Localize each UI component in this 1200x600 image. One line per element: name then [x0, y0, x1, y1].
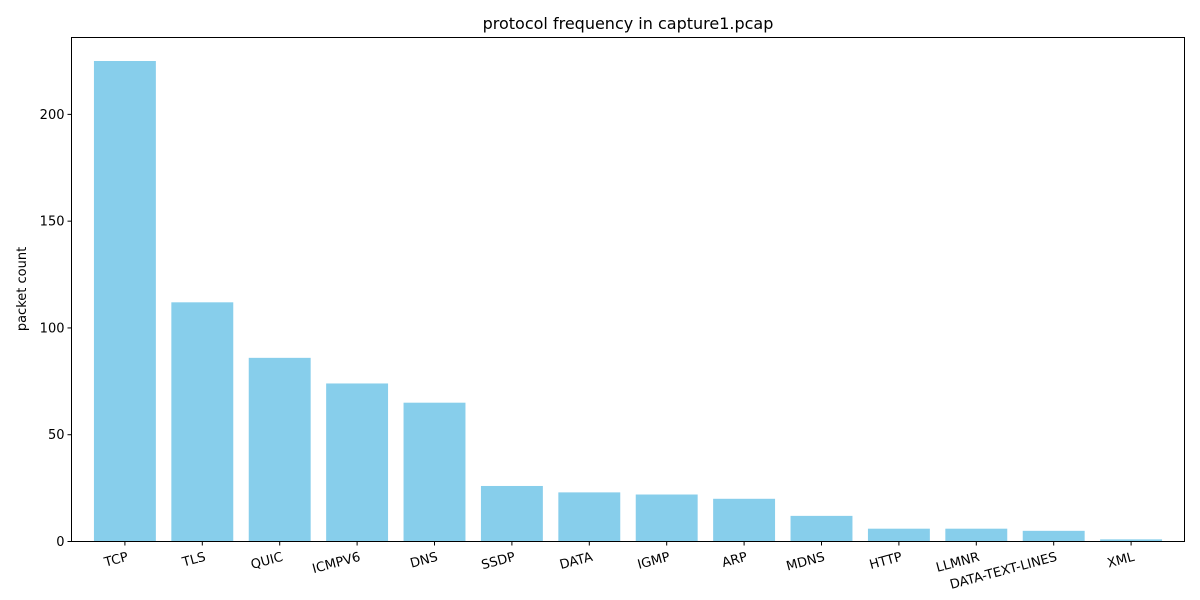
x-tick-label: DNS — [409, 550, 440, 572]
y-tick-label: 150 — [40, 215, 65, 230]
bar-tls — [171, 302, 234, 542]
bar-arp — [713, 498, 776, 542]
x-tick-label: DATA — [558, 550, 594, 573]
x-tick-label: SSDP — [480, 550, 517, 573]
y-tick-label: 50 — [48, 428, 65, 443]
bar-xml — [1100, 539, 1163, 542]
bar-data — [558, 492, 621, 542]
chart-title: protocol frequency in capture1.pcap — [483, 14, 774, 33]
bars-layer — [93, 60, 1163, 542]
x-tick-label: ICMPV6 — [311, 550, 362, 577]
y-tick-label: 100 — [40, 321, 65, 336]
x-tick-label: TLS — [180, 550, 207, 571]
y-tick-label: 0 — [56, 535, 64, 550]
x-tick-label: XML — [1106, 550, 1137, 572]
x-tick-label: HTTP — [868, 550, 904, 573]
bar-igmp — [635, 494, 698, 542]
bar-ssdp — [480, 485, 543, 542]
bar-data-text-lines — [1022, 530, 1085, 542]
bar-tcp — [93, 60, 156, 542]
x-tick-label: MDNS — [785, 550, 827, 575]
x-tick-label: IGMP — [636, 550, 672, 573]
bar-icmpv6 — [326, 383, 389, 542]
y-axis-label: packet count — [15, 247, 30, 331]
bar-http — [867, 528, 930, 542]
x-tick-label: ARP — [720, 550, 749, 571]
x-tick-label: TCP — [102, 550, 130, 571]
x-tick-label: QUIC — [249, 550, 284, 573]
bar-dns — [403, 402, 466, 542]
y-tick-label: 200 — [40, 108, 65, 123]
bar-llmnr — [945, 528, 1008, 542]
plot-frame — [71, 37, 1185, 542]
bar-quic — [248, 357, 311, 542]
bar-mdns — [790, 515, 853, 542]
